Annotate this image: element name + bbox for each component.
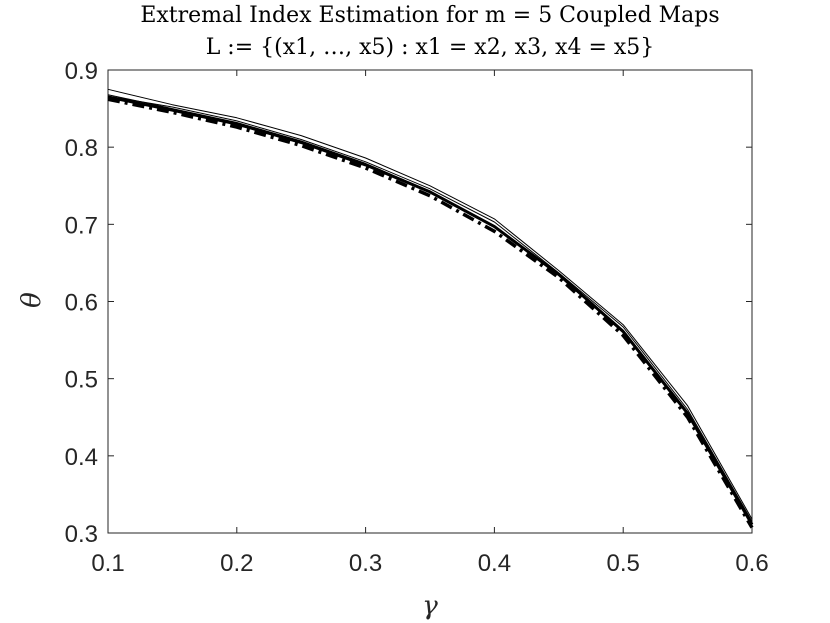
y-tick-label: 0.8 [65,135,98,162]
x-tick-label: 0.4 [478,550,511,577]
x-axis-label: γ [422,591,438,621]
series-group [107,88,754,529]
x-tick-label: 0.5 [607,550,640,577]
series-line-4 [107,95,754,526]
series-line-5 [107,97,754,529]
y-axis-label: θ [17,292,47,308]
axis-ticks: 0.1 0.2 0.3 0.4 0.5 0.6 0.3 0.4 0.5 0.6 0.7 0.8 0.9 [65,58,769,577]
y-tick-label: 0.6 [65,290,98,317]
chart-title: Extremal Index Estimation for m = 5 Coup… [140,3,719,28]
y-tick-label: 0.7 [65,212,98,239]
series-line-2 [107,95,753,522]
plot-area [107,69,753,534]
series-line-1 [107,88,753,520]
y-tick-label: 0.4 [65,444,98,471]
x-tick-label: 0.1 [91,550,124,577]
y-tick-label: 0.5 [65,367,98,394]
x-tick-label: 0.2 [220,550,253,577]
y-tick-label: 0.3 [65,521,98,548]
x-tick-label: 0.6 [735,550,768,577]
x-tick-label: 0.3 [349,550,382,577]
plot-frame [107,69,753,534]
chart-subtitle: L := {(x1, …, x5) : x1 = x2, x3, x4 = x5… [206,35,655,60]
y-tick-label: 0.9 [65,58,98,85]
